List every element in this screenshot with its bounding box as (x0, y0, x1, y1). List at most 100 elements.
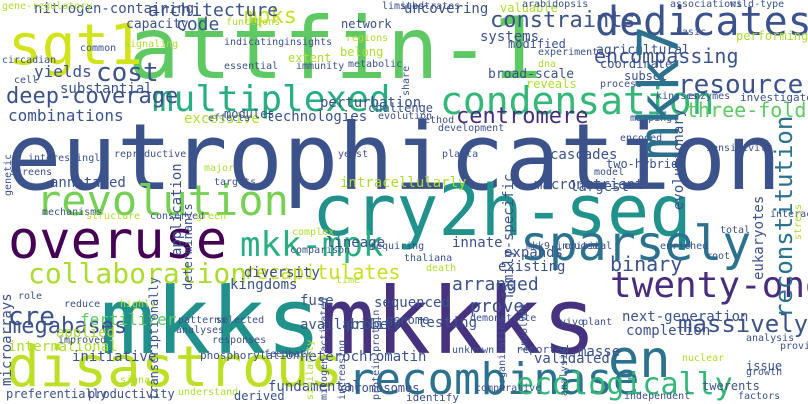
word-mkk-mpk: mkk-mpk (240, 225, 384, 265)
word-signal: signal (120, 375, 157, 386)
word-prove: prove (470, 296, 525, 317)
word-total: root (706, 251, 731, 262)
word-capacity: capacity (126, 17, 189, 32)
word-coordinate: coordinate (600, 57, 673, 71)
word-deep-coverage: deep-coverage (6, 84, 179, 109)
word-challenge: challenge (368, 101, 434, 115)
word-nuclear: nuclear (682, 353, 725, 364)
word-green: complex (292, 227, 335, 238)
word-analysis: analysis (746, 333, 795, 344)
word-major: planta (442, 149, 479, 160)
word-probe: probe (346, 317, 389, 333)
word-massively: massively (678, 310, 808, 338)
word-condensation: condensation (440, 79, 715, 123)
word-feedback: involved (519, 303, 530, 352)
word-extent: extent (288, 51, 332, 65)
word-en: en (608, 330, 671, 390)
word-fertilizer: fertilizer (80, 310, 177, 329)
word-complex: comparison (290, 245, 351, 256)
word-preferentially: productivity (88, 387, 175, 401)
word-basic: kinases (656, 91, 699, 102)
word-interestingly: screens (10, 167, 53, 178)
word-insights: immunity (296, 61, 345, 72)
word-time: time (336, 275, 361, 286)
word-genome: genome (386, 313, 430, 327)
word-plant: unknown (452, 345, 495, 356)
word-binary: binary (610, 252, 683, 276)
word-understand: derived (234, 389, 285, 403)
word-patterns: improved (58, 335, 107, 346)
word-broad-scale: broad-scale (488, 67, 575, 82)
word-critical: enriched (660, 241, 709, 252)
word-increasing: organization (497, 317, 508, 390)
word-architecture: architecture (148, 0, 279, 21)
word-reproductive: targets (214, 177, 257, 188)
word-code: code (176, 14, 220, 35)
word-experiments: process (600, 79, 643, 90)
word-associations: wild-type (730, 0, 785, 10)
word-reduce: cell (14, 75, 39, 86)
word-screens: mechanisms (42, 207, 103, 218)
word-enzymes: gene-regulatory (2, 1, 93, 12)
word-encompassing: encompassing (594, 44, 739, 68)
word-similarity: similarity (305, 339, 316, 400)
word-wild-type: basic (676, 27, 707, 38)
word-international: international (8, 339, 118, 355)
word-mkks: mkks (100, 268, 322, 375)
word-responses: analyses (176, 325, 225, 336)
word-multiplexed: multiplexed (152, 79, 391, 120)
word-substantial: substantial (60, 81, 153, 97)
word-innate: innate (452, 235, 503, 251)
word-encoded: evolution (378, 111, 433, 122)
word-identify: comparative (475, 383, 542, 394)
word-largest: largest (570, 179, 630, 195)
word-performing: performing (736, 29, 808, 43)
word-applied: applied (56, 325, 116, 341)
word-yeast: major (204, 163, 235, 174)
word-constraints: constraints (490, 8, 636, 33)
word-mkk9-induced: critical (564, 241, 613, 252)
word-resource: resource (678, 70, 804, 100)
word-fuse: fuse (300, 293, 334, 309)
word-revolution: revolution (36, 176, 289, 225)
word-eutrophication: eutrophication (6, 104, 782, 211)
word-planta: model (594, 167, 625, 178)
word-highly: highly (120, 299, 157, 310)
word-genetic: interestingly (28, 153, 107, 164)
word-common: signaling (124, 39, 179, 50)
word-effects: increasing (337, 339, 348, 400)
word-cost: cost (96, 58, 159, 88)
word-derived: feedback (264, 349, 313, 360)
word-protein-protein: protein-protein (371, 309, 382, 400)
word-targets: yeast (338, 149, 369, 160)
word-phosphorylation: determinants (181, 203, 195, 290)
word-modules: modules (224, 107, 275, 121)
word-next-generation: next-generation (622, 309, 749, 325)
word-efficiency: preferentially (6, 387, 108, 401)
word-sequenced: sequenced (374, 295, 450, 311)
word-masse: masse (578, 344, 621, 360)
word-mpks: mpks (244, 4, 297, 29)
word-comparison: requiring (370, 241, 425, 252)
word-eukaryotes: eukaryotes (751, 195, 767, 280)
word-process: dna (538, 59, 557, 70)
word-sparsely: sparsely (520, 216, 752, 272)
word-development: share (401, 65, 412, 96)
word-yields: yields (34, 62, 92, 81)
word-analyses: selected (216, 315, 265, 326)
word-role: reproductive (114, 149, 187, 160)
word-substrates: effects (208, 113, 251, 124)
word-unknown: demonstrate (470, 313, 537, 324)
word-cre: cre (8, 302, 55, 332)
word-twenty-one: twenty-one (610, 265, 808, 306)
word-belong: belong (340, 45, 384, 59)
word-valuable: valuable (500, 1, 558, 15)
word-fundamental: fundamental (268, 379, 361, 395)
word-intracellularly: intracellularly (340, 175, 467, 191)
word-existing: existing (498, 259, 566, 275)
word-network: network (341, 17, 392, 31)
word-validated: validated (534, 351, 610, 367)
word-kinases: enzymes (688, 91, 731, 102)
word-mkkks: mkkks (320, 268, 597, 375)
word-completion: completion (626, 323, 711, 339)
